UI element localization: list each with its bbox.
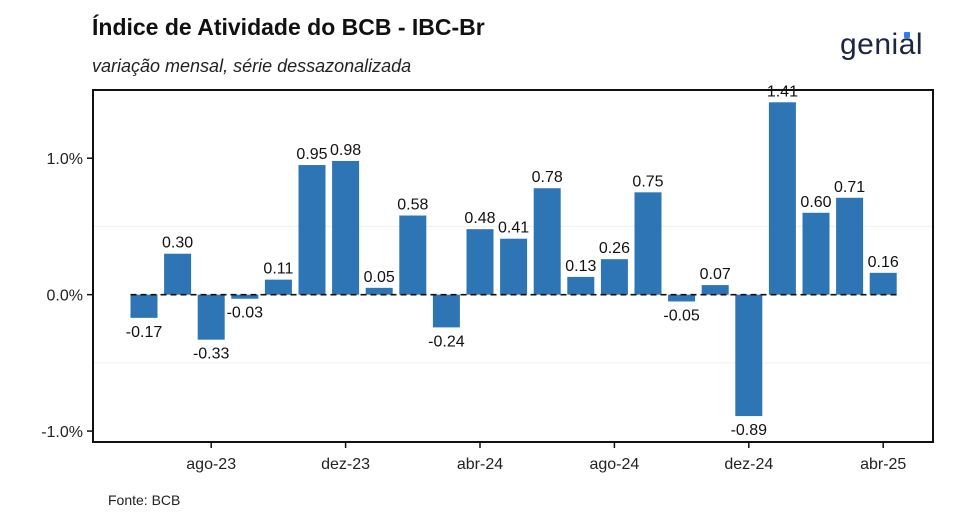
bar-label-ago-23: -0.33 bbox=[193, 346, 230, 363]
bar-label-jun-24: 0.78 bbox=[532, 169, 563, 186]
bar-ago-24 bbox=[600, 259, 628, 295]
bar-jan-24 bbox=[365, 287, 393, 295]
bar-jun-24 bbox=[533, 188, 561, 295]
bar-label-abr-25: 0.16 bbox=[868, 254, 899, 271]
bar-fev-25 bbox=[802, 212, 830, 295]
bar-abr-25 bbox=[869, 272, 897, 295]
x-tick-label: abr-25 bbox=[860, 456, 906, 473]
bar-ago-23 bbox=[197, 294, 225, 340]
bar-dez-24 bbox=[735, 294, 763, 417]
bar-label-set-23: -0.03 bbox=[227, 305, 264, 322]
bar-label-dez-23: 0.98 bbox=[330, 142, 361, 159]
bar-dez-23 bbox=[332, 160, 360, 295]
bar-out-23 bbox=[264, 279, 292, 295]
y-tick-label: 0.0% bbox=[47, 288, 83, 305]
bar-label-set-24: 0.75 bbox=[632, 173, 663, 190]
bar-abr-24 bbox=[466, 229, 494, 295]
bar-label-nov-23: 0.95 bbox=[296, 146, 327, 163]
bar-label-out-23: 0.11 bbox=[263, 261, 293, 278]
bars bbox=[130, 102, 897, 417]
bar-label-abr-24: 0.48 bbox=[464, 210, 495, 227]
bar-jun-23 bbox=[130, 294, 158, 318]
bar-label-mai-24: 0.41 bbox=[498, 220, 529, 237]
bar-mai-24 bbox=[500, 238, 528, 295]
x-tick-label: dez-24 bbox=[724, 456, 773, 473]
y-tick-label: -1.0% bbox=[41, 424, 83, 441]
x-tick-label: ago-24 bbox=[589, 456, 639, 473]
y-axis: -1.0% 0.0% 1.0% bbox=[41, 151, 93, 441]
x-tick-label: abr-24 bbox=[457, 456, 503, 473]
bar-label-dez-24: -0.89 bbox=[731, 422, 768, 439]
bar-set-23 bbox=[231, 294, 259, 299]
bar-nov-24 bbox=[701, 285, 729, 295]
bar-label-jan-25: 1.41 bbox=[767, 83, 798, 100]
bar-label-mar-25: 0.71 bbox=[834, 179, 865, 196]
bar-label-out-24: -0.05 bbox=[663, 307, 700, 324]
x-axis: ago-23 dez-23 abr-24 ago-24 dez-24 abr-25 bbox=[186, 442, 906, 473]
bar-nov-23 bbox=[298, 165, 326, 295]
bar-label-fev-25: 0.60 bbox=[800, 194, 831, 211]
source-note: Fonte: BCB bbox=[108, 492, 181, 508]
bar-labels: -0.17 0.30 -0.33 -0.03 0.11 0.95 0.98 0.05 0.58 -… bbox=[126, 83, 899, 439]
plot-frame bbox=[92, 89, 934, 443]
bar-label-nov-24: 0.07 bbox=[700, 266, 731, 283]
logo-accent-icon bbox=[904, 32, 910, 38]
bar-label-jul-23: 0.30 bbox=[162, 235, 193, 252]
bar-jan-25 bbox=[768, 102, 796, 295]
chart-title: Índice de Atividade do BCB - IBC-Br bbox=[92, 14, 485, 40]
bar-jul-24 bbox=[567, 276, 595, 295]
genial-logo: genial bbox=[840, 28, 923, 62]
bar-jul-23 bbox=[164, 253, 192, 295]
bar-label-fev-24: 0.58 bbox=[397, 197, 428, 214]
x-tick-label: dez-23 bbox=[321, 456, 370, 473]
y-tick-label: 1.0% bbox=[47, 151, 83, 168]
bar-set-24 bbox=[634, 192, 662, 295]
bar-label-mar-24: -0.24 bbox=[428, 333, 465, 350]
bar-label-ago-24: 0.26 bbox=[599, 240, 630, 257]
x-tick-label: ago-23 bbox=[186, 456, 236, 473]
bar-label-jul-24: 0.13 bbox=[565, 258, 596, 275]
bar-mar-25 bbox=[836, 197, 864, 295]
bar-fev-24 bbox=[399, 215, 427, 295]
bar-out-24 bbox=[668, 294, 696, 302]
chart-subtitle: variação mensal, série dessazonalizada bbox=[92, 56, 412, 76]
bar-mar-24 bbox=[432, 294, 460, 328]
bar-label-jun-23: -0.17 bbox=[126, 324, 163, 341]
bar-label-jan-24: 0.05 bbox=[364, 269, 395, 286]
